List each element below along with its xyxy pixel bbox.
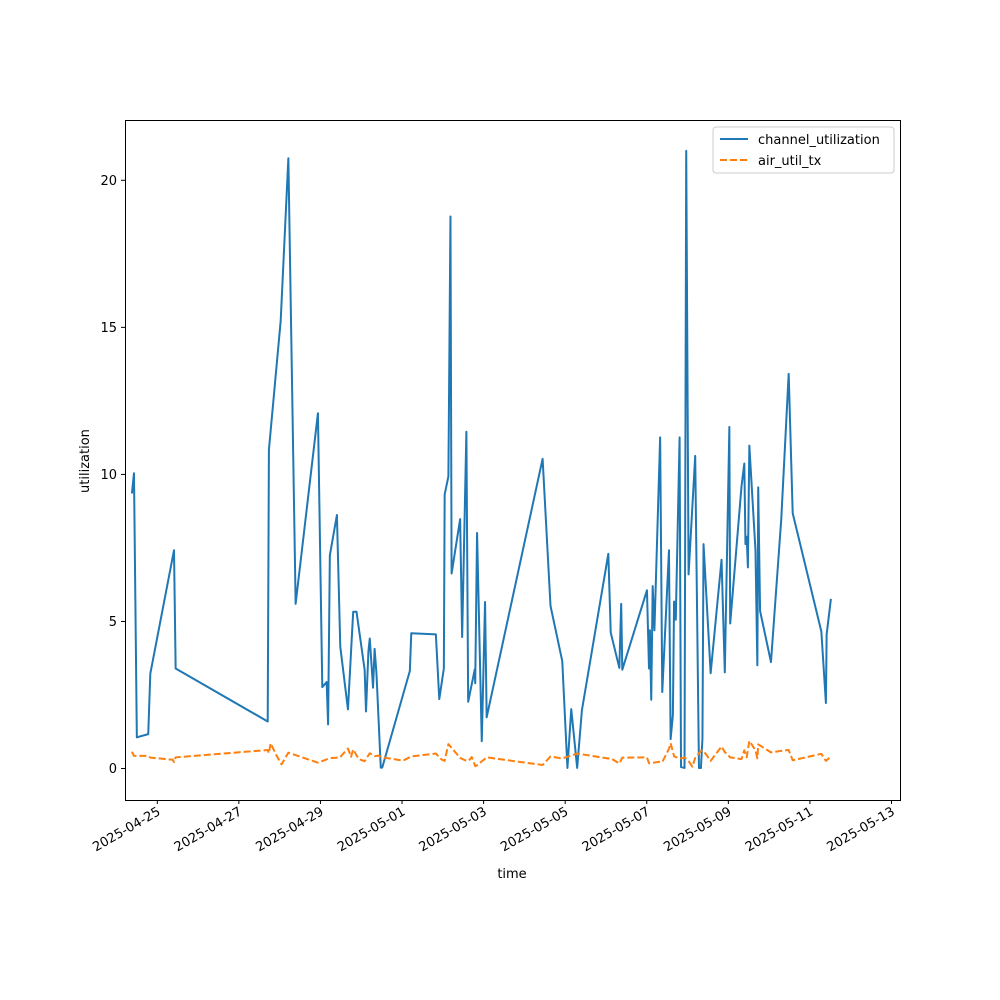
x-tick-label: 2025-05-09	[661, 804, 734, 855]
series-line-channel-utilization	[130, 149, 832, 769]
x-axis-title: time	[497, 867, 526, 882]
x-tick-label: 2025-05-13	[825, 804, 898, 855]
legend-label-channel-utilization: channel_utilization	[758, 133, 880, 148]
y-tick-label: 0	[109, 762, 117, 777]
legend-box	[712, 126, 895, 174]
y-tick-label: 20	[100, 174, 117, 189]
y-axis: 0 5 10 15 20	[100, 174, 125, 777]
x-tick-label: 2025-05-07	[580, 804, 653, 855]
y-tick-label: 15	[100, 321, 117, 336]
x-tick-label: 2025-05-01	[335, 804, 408, 855]
x-tick-label: 2025-04-29	[254, 804, 327, 855]
x-tick-label: 2025-05-05	[498, 804, 571, 855]
series-line-air-util-tx	[131, 739, 832, 768]
plot-frame	[125, 120, 901, 801]
x-tick-label: 2025-04-27	[172, 804, 245, 855]
x-tick-label: 2025-04-25	[90, 804, 163, 855]
legend: channel_utilization air_util_tx	[712, 126, 895, 174]
x-tick-label: 2025-05-11	[743, 804, 816, 855]
plot-area	[130, 149, 832, 769]
x-tick-label: 2025-05-03	[417, 804, 490, 855]
y-axis-title: utilization	[78, 429, 93, 493]
legend-label-air-util-tx: air_util_tx	[758, 154, 822, 169]
y-tick-label: 5	[109, 615, 117, 630]
y-tick-label: 10	[100, 468, 117, 483]
x-axis: 2025-04-25 2025-04-27 2025-04-29 2025-05-01…	[90, 800, 898, 855]
